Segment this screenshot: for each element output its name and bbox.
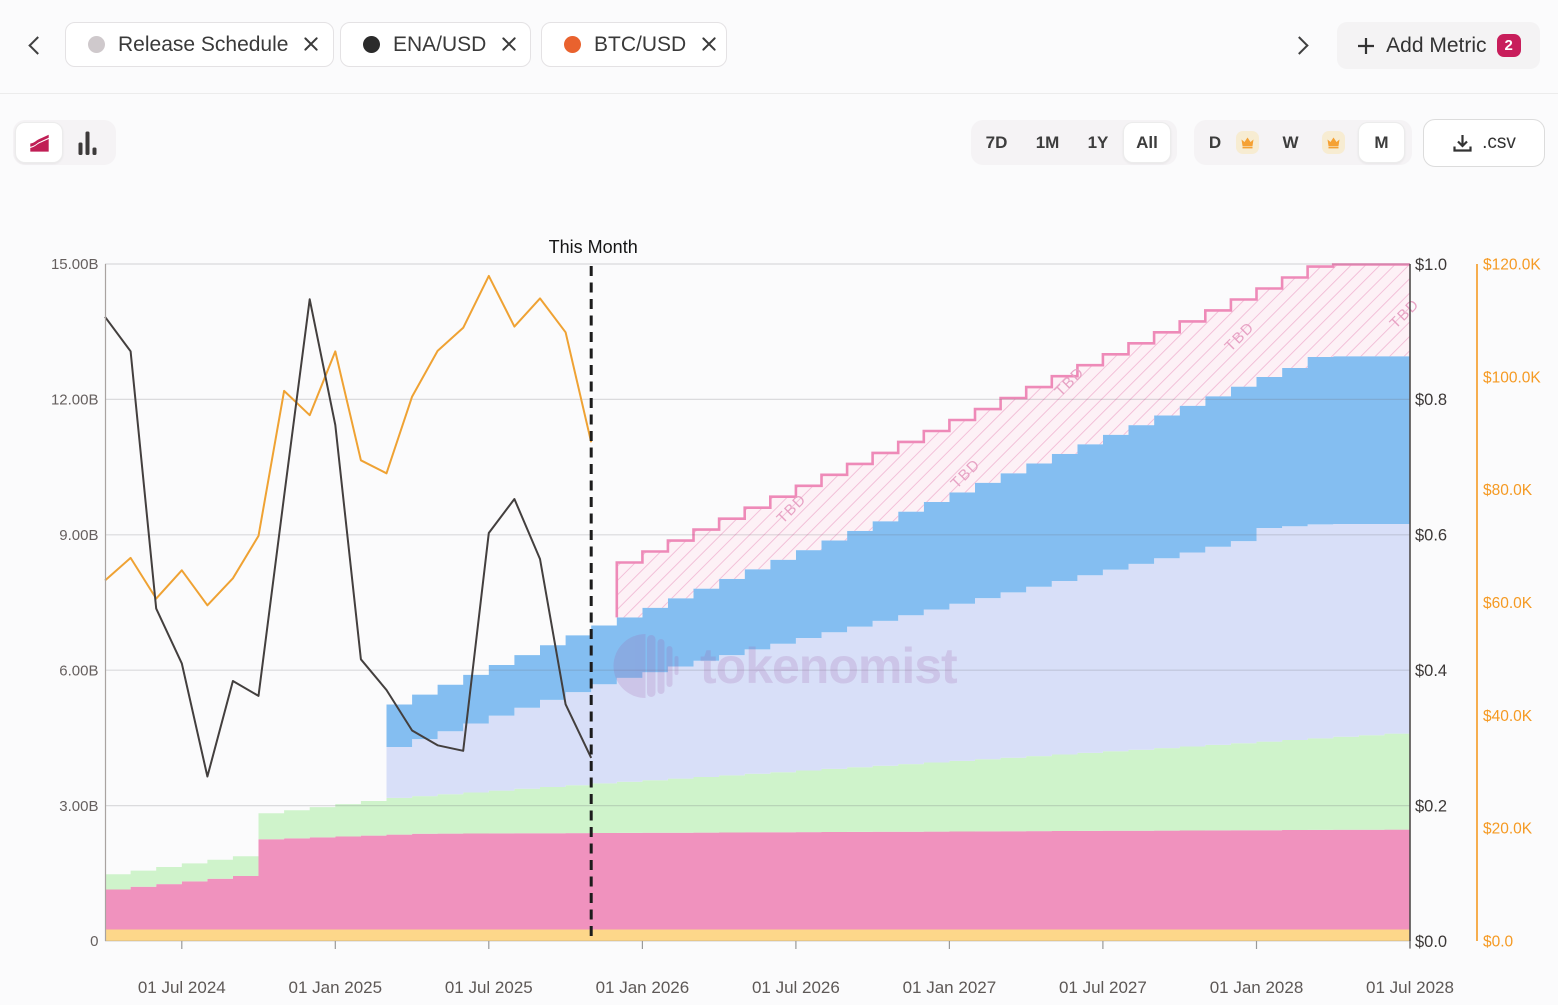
svg-text:01 Jan 2025: 01 Jan 2025 xyxy=(289,978,383,997)
svg-text:01 Jul 2025: 01 Jul 2025 xyxy=(445,978,533,997)
svg-text:$0.6: $0.6 xyxy=(1415,527,1447,545)
svg-text:01 Jul 2024: 01 Jul 2024 xyxy=(138,978,226,997)
svg-text:3.00B: 3.00B xyxy=(59,798,98,815)
svg-text:15.00B: 15.00B xyxy=(51,256,99,273)
svg-text:tokenomist: tokenomist xyxy=(700,638,958,694)
svg-text:$100.0K: $100.0K xyxy=(1483,369,1541,386)
svg-text:This Month: This Month xyxy=(549,237,638,257)
svg-text:6.00B: 6.00B xyxy=(59,662,98,679)
svg-text:01 Jul 2027: 01 Jul 2027 xyxy=(1059,978,1147,997)
svg-text:01 Jul 2028: 01 Jul 2028 xyxy=(1366,978,1454,997)
svg-text:$0.0: $0.0 xyxy=(1415,933,1447,951)
svg-text:$80.0K: $80.0K xyxy=(1483,482,1533,499)
svg-text:$0.4: $0.4 xyxy=(1415,662,1447,680)
svg-text:01 Jan 2028: 01 Jan 2028 xyxy=(1210,978,1304,997)
svg-text:0: 0 xyxy=(90,933,98,950)
svg-text:9.00B: 9.00B xyxy=(59,527,98,544)
svg-text:$0.0: $0.0 xyxy=(1483,934,1514,951)
svg-text:$60.0K: $60.0K xyxy=(1483,595,1533,612)
svg-text:$1.0: $1.0 xyxy=(1415,256,1447,274)
svg-text:$40.0K: $40.0K xyxy=(1483,708,1533,725)
svg-text:01 Jan 2027: 01 Jan 2027 xyxy=(903,978,997,997)
svg-text:$0.8: $0.8 xyxy=(1415,391,1447,409)
svg-text:$20.0K: $20.0K xyxy=(1483,821,1533,838)
svg-text:$0.2: $0.2 xyxy=(1415,797,1447,815)
svg-text:12.00B: 12.00B xyxy=(51,392,99,409)
svg-text:$120.0K: $120.0K xyxy=(1483,257,1541,274)
svg-text:01 Jul 2026: 01 Jul 2026 xyxy=(752,978,840,997)
svg-text:01 Jan 2026: 01 Jan 2026 xyxy=(596,978,690,997)
